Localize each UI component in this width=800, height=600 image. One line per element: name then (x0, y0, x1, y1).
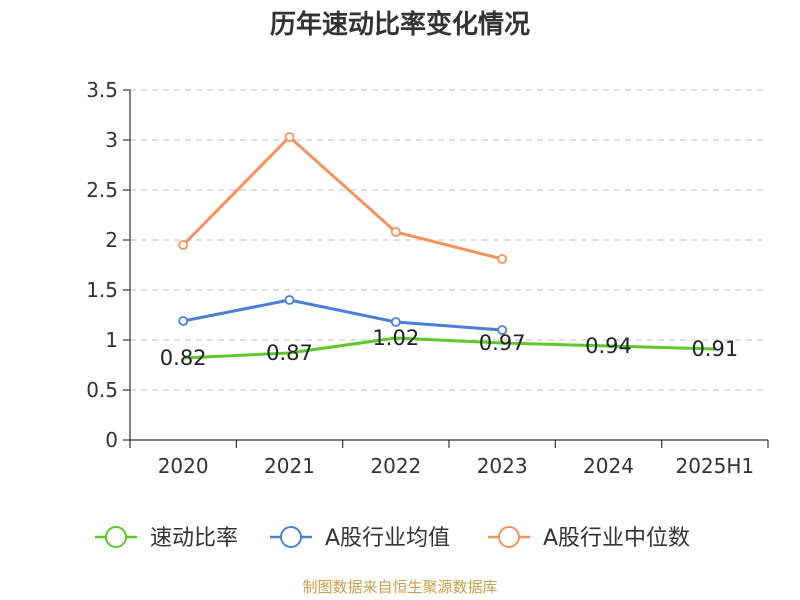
x-tick-label: 2022 (370, 454, 421, 478)
data-label: 0.82 (160, 346, 207, 370)
data-point (390, 317, 401, 327)
data-point (178, 240, 189, 250)
data-label: 1.02 (372, 326, 419, 350)
data-label: 0.91 (691, 337, 738, 361)
data-label: 0.87 (266, 341, 313, 365)
y-tick-label: 2.5 (86, 178, 118, 202)
grid-lines (130, 89, 768, 391)
y-tick-label: 2 (105, 228, 118, 252)
axes: 0 0.5 1 1.5 2 2.5 3 3.5 2020 2021 2022 2023 2024 2025… (86, 78, 769, 478)
data-label: 0.97 (479, 331, 526, 355)
y-tick-label: 1.5 (86, 278, 118, 302)
data-point (497, 254, 508, 264)
data-point (390, 227, 401, 237)
legend-label: 速动比率 (150, 526, 238, 551)
legend-marker (280, 526, 302, 548)
data-point (497, 325, 508, 335)
legend-label: A股行业均值 (325, 526, 450, 551)
legend: 速动比率 A股行业均值 A股行业中位数 (95, 526, 690, 551)
y-tick-label: 3 (105, 128, 118, 152)
x-tick-label: 2021 (264, 454, 315, 478)
x-tick-label: 2023 (477, 454, 528, 478)
data-labels: 0.82 0.87 1.02 0.97 0.94 0.91 (160, 326, 738, 370)
legend-label: A股行业中位数 (543, 526, 690, 551)
series-lines (178, 132, 715, 360)
y-tick-label: 1 (105, 328, 118, 352)
y-tick-label: 3.5 (86, 78, 118, 102)
legend-marker (105, 526, 127, 548)
data-point (178, 316, 189, 326)
legend-marker (498, 526, 520, 548)
series-line (183, 336, 715, 360)
x-tick-label: 2020 (158, 454, 209, 478)
y-tick-label: 0 (105, 428, 118, 452)
source-note: 制图数据来自恒生聚源数据库 (302, 578, 498, 596)
series-line (182, 298, 503, 332)
chart-title: 历年速动比率变化情况 (269, 10, 530, 40)
data-point (284, 132, 295, 142)
data-point (284, 295, 295, 305)
x-tick-label: 2024 (583, 454, 634, 478)
x-tick-label: 2025H1 (675, 454, 754, 478)
y-tick-label: 0.5 (86, 378, 118, 402)
data-label: 0.94 (585, 334, 632, 358)
series-line (182, 135, 503, 261)
